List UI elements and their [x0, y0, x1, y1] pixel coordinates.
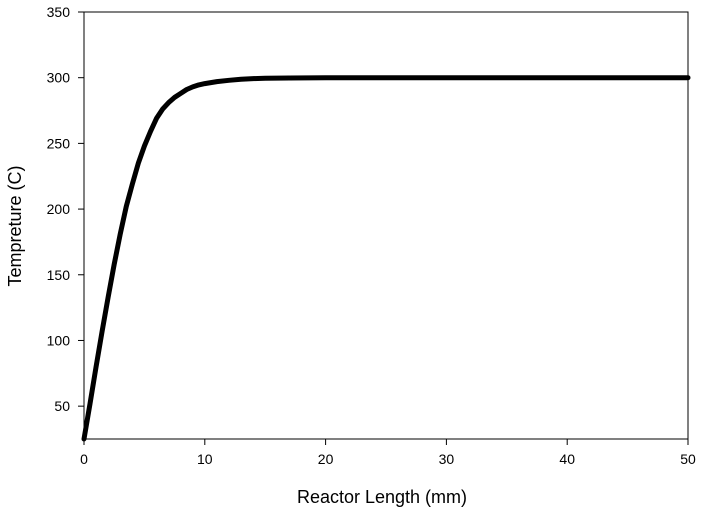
x-axis-ticks: 0 10 20 30 40 50: [80, 439, 696, 467]
x-tick-label: 10: [197, 451, 213, 467]
y-tick-label: 250: [47, 135, 71, 151]
x-tick-label: 0: [80, 451, 88, 467]
y-tick-label: 200: [47, 201, 71, 217]
x-tick-label: 40: [559, 451, 575, 467]
y-tick-label: 150: [47, 267, 71, 283]
series-line: [81, 75, 691, 442]
y-axis-title: Tempreture (C): [5, 165, 25, 286]
y-tick-label: 350: [47, 4, 71, 20]
y-tick-label: 50: [54, 398, 70, 414]
series-layer: [81, 75, 691, 442]
y-axis-ticks: 50 100 150 200 250 300 350: [47, 4, 84, 414]
x-tick-label: 50: [680, 451, 696, 467]
y-tick-label: 100: [47, 332, 71, 348]
x-tick-label: 30: [439, 451, 455, 467]
x-tick-label: 20: [318, 451, 334, 467]
y-tick-label: 300: [47, 70, 71, 86]
plot-frame: [83, 11, 689, 440]
x-axis-title: Reactor Length (mm): [297, 487, 467, 507]
